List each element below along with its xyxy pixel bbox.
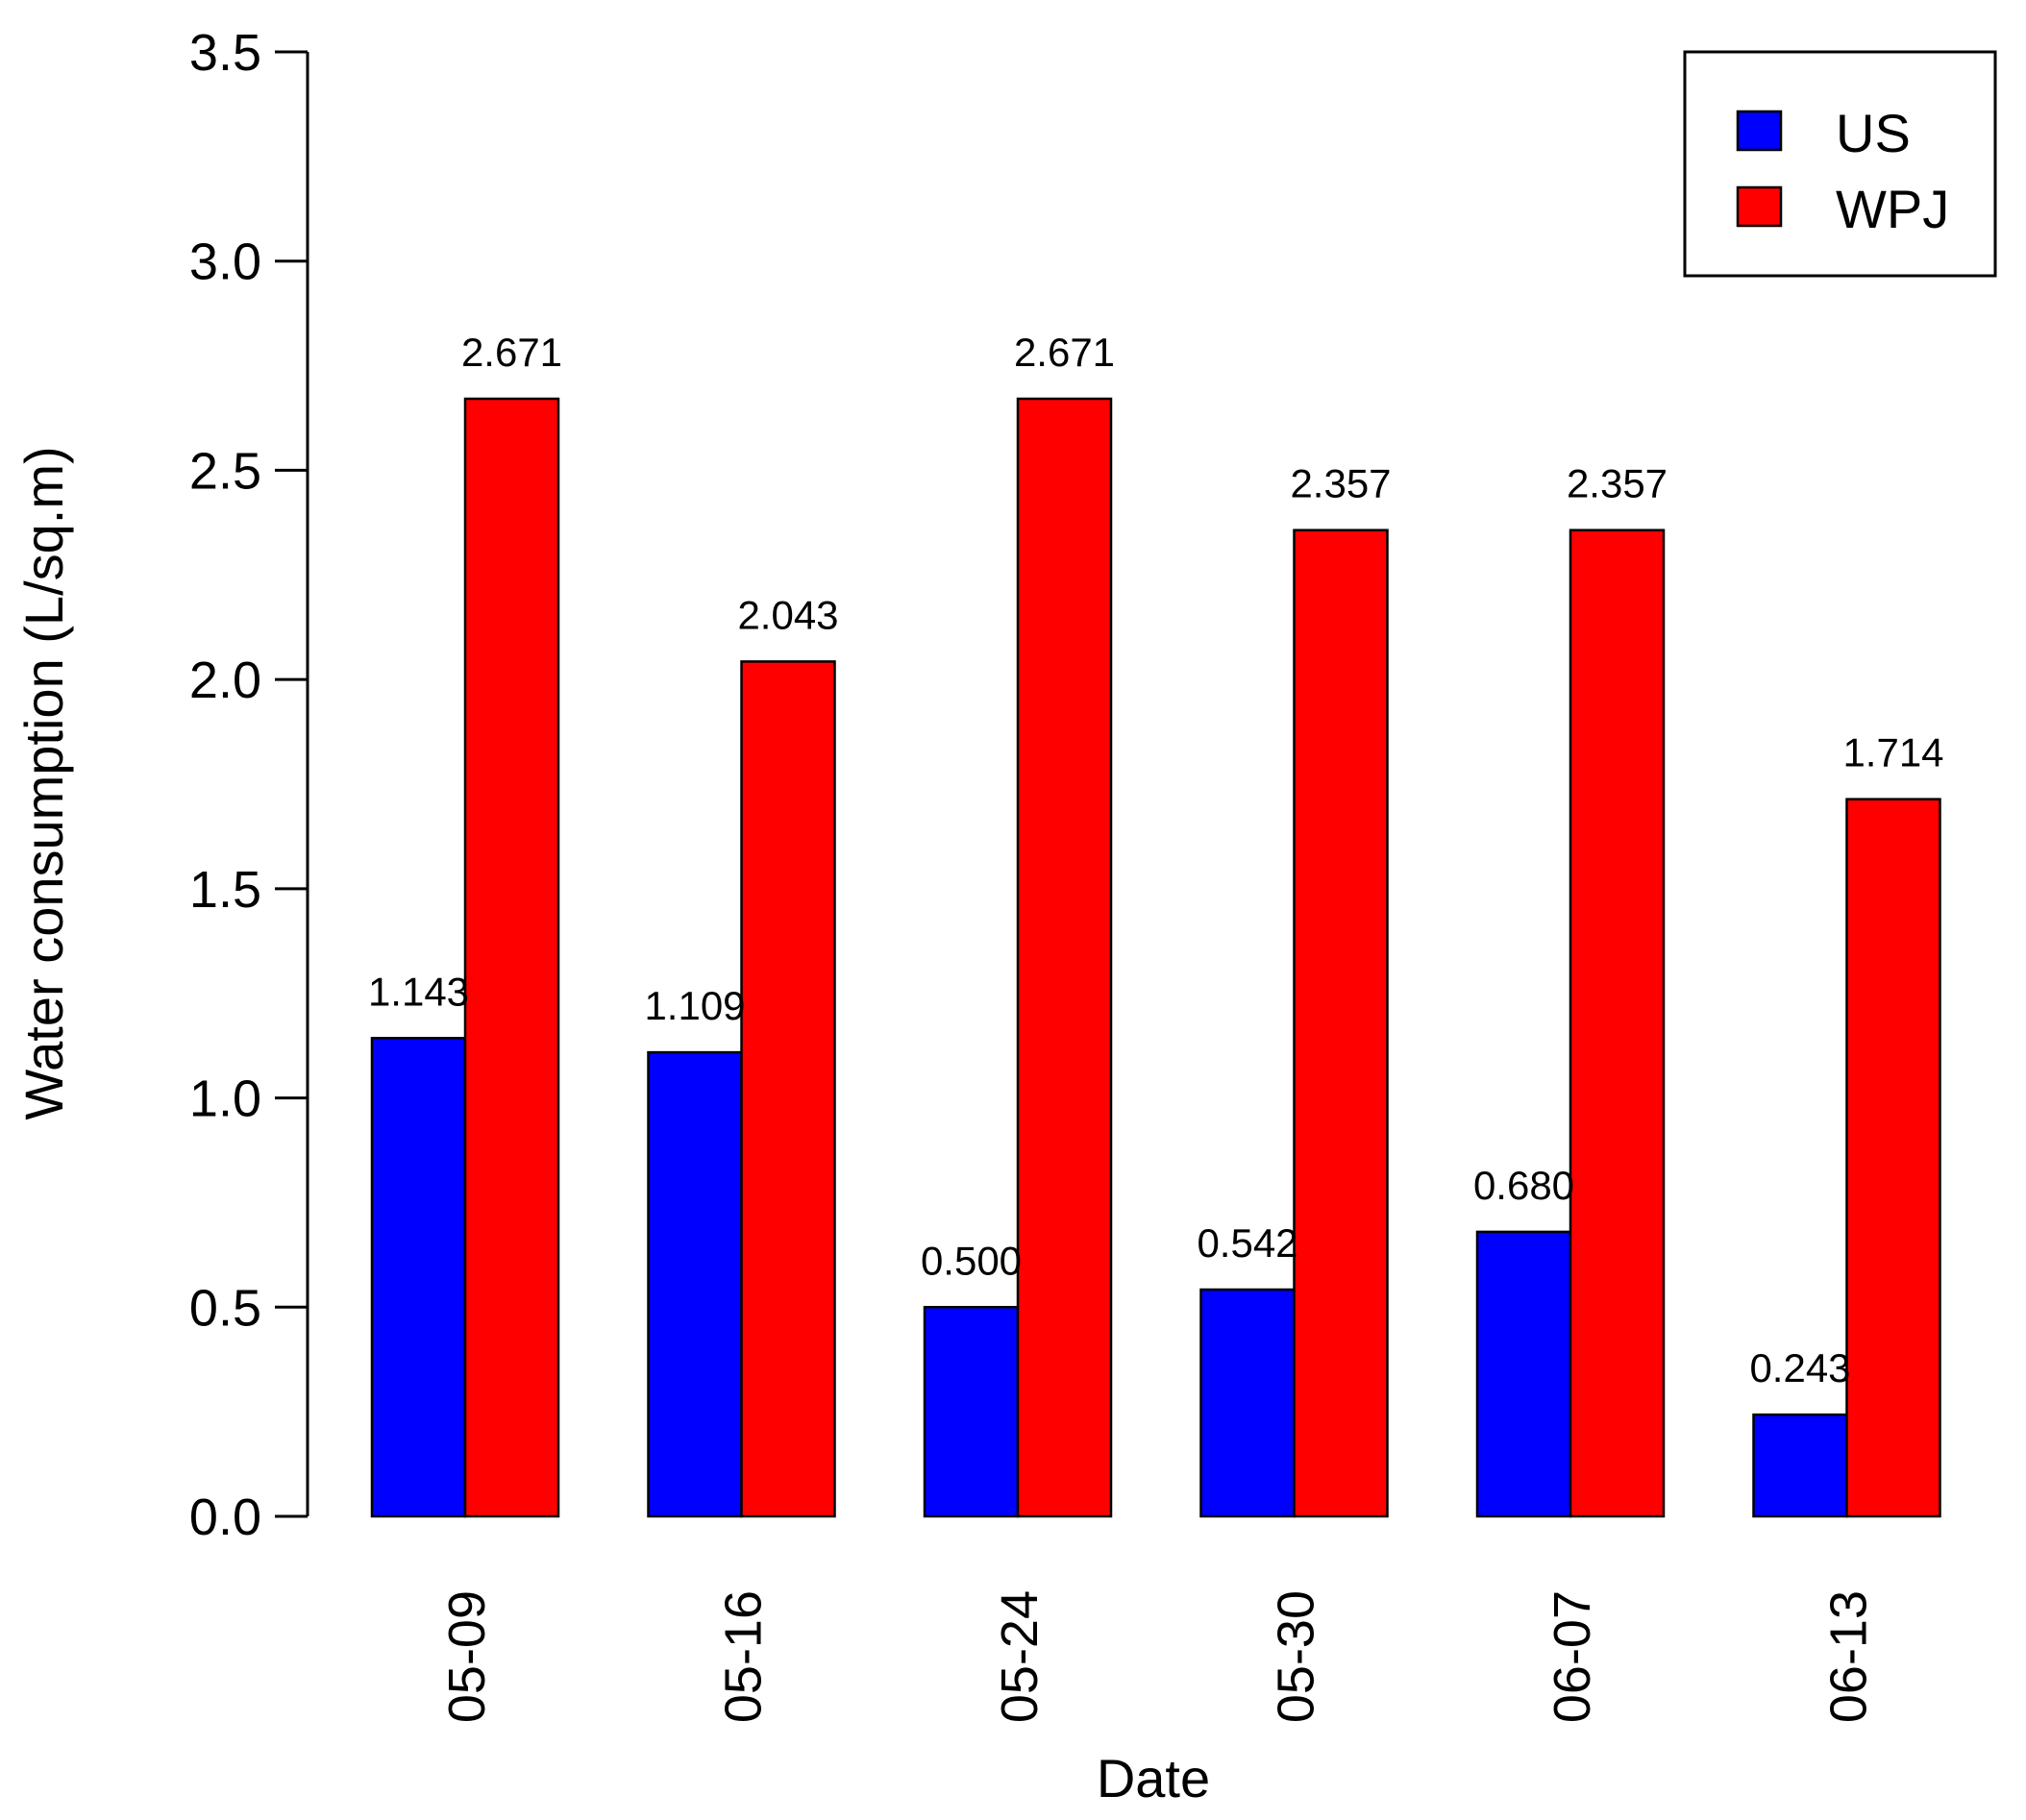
data-label-us-06-07: 0.680 [1473, 1163, 1574, 1208]
x-tick-label-05-30: 05-30 [1268, 1590, 1325, 1723]
x-axis: 05-09 05-16 05-24 05-30 06-07 06-13 [438, 1590, 1878, 1723]
x-tick-label-06-13: 06-13 [1820, 1590, 1878, 1723]
y-tick-label: 0.5 [189, 1279, 261, 1337]
data-label-us-06-13: 0.243 [1749, 1345, 1850, 1390]
x-tick-label-05-24: 05-24 [991, 1590, 1049, 1723]
data-label-us-05-24: 0.500 [921, 1238, 1022, 1283]
bar-wpj-06-13 [1845, 798, 1941, 1518]
legend: US WPJ [1683, 50, 1997, 278]
y-tick-label: 2.0 [189, 652, 261, 709]
data-label-us-05-09: 1.143 [368, 969, 469, 1014]
y-tick-label: 1.0 [189, 1070, 261, 1128]
bar-us-05-16 [647, 1050, 743, 1518]
data-label-wpj-05-16: 2.043 [737, 592, 838, 637]
x-tick-label-06-07: 06-07 [1544, 1590, 1601, 1723]
bars [370, 397, 1941, 1518]
data-label-us-05-30: 0.542 [1197, 1220, 1297, 1266]
y-tick-label: 3.5 [189, 24, 261, 82]
legend-swatch-wpj [1736, 185, 1783, 228]
data-label-us-05-16: 1.109 [644, 983, 745, 1028]
data-labels: 1.143 2.671 1.109 2.043 0.500 2.671 0.542 2.357… [368, 330, 1944, 1390]
x-axis-title: Date [1097, 1748, 1210, 1808]
legend-label-us: US [1836, 103, 1911, 163]
bar-wpj-05-16 [740, 660, 836, 1518]
bar-us-06-13 [1752, 1413, 1848, 1518]
legend-label-wpj: WPJ [1836, 179, 1949, 239]
bar-us-05-24 [923, 1306, 1020, 1518]
legend-box [1683, 50, 1997, 278]
y-axis-title: Water consumption (L/sq.m) [13, 446, 74, 1119]
data-label-wpj-05-30: 2.357 [1290, 461, 1391, 506]
bar-us-05-09 [370, 1037, 467, 1518]
x-tick-label-05-09: 05-09 [438, 1590, 496, 1723]
y-axis: 0.0 0.5 1.0 1.5 2.0 2.5 3.0 3.5 [189, 24, 309, 1546]
data-label-wpj-06-07: 2.357 [1567, 461, 1668, 506]
x-tick-label-05-16: 05-16 [715, 1590, 773, 1723]
y-tick-label: 0.0 [189, 1488, 261, 1546]
y-tick-label: 2.5 [189, 442, 261, 500]
y-tick-label: 3.0 [189, 234, 261, 291]
bar-us-06-07 [1475, 1230, 1572, 1518]
bar-wpj-06-07 [1569, 529, 1666, 1518]
bar-wpj-05-24 [1016, 397, 1113, 1518]
y-tick-label: 1.5 [189, 861, 261, 919]
bar-wpj-05-09 [463, 397, 560, 1518]
bar-us-05-30 [1199, 1288, 1296, 1518]
bar-wpj-05-30 [1293, 529, 1389, 1518]
data-label-wpj-06-13: 1.714 [1842, 730, 1943, 775]
data-label-wpj-05-09: 2.671 [461, 330, 562, 375]
legend-swatch-us [1736, 110, 1783, 152]
data-label-wpj-05-24: 2.671 [1014, 330, 1115, 375]
